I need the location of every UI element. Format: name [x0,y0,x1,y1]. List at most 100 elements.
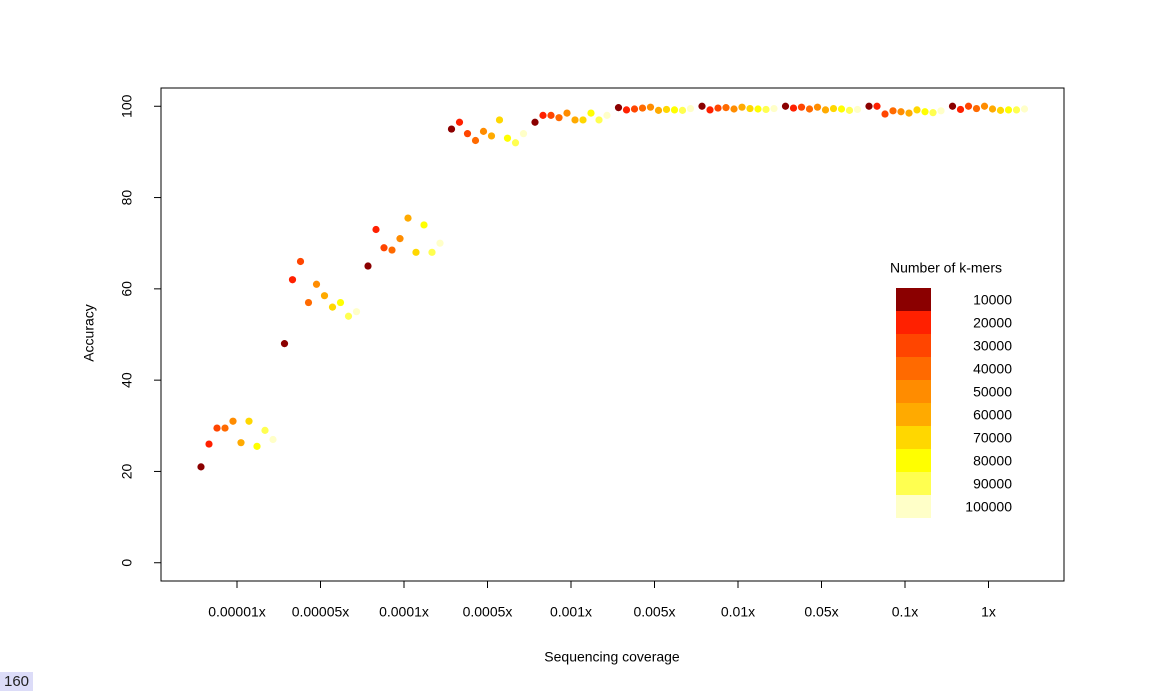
point [587,109,595,117]
point [929,109,937,117]
point [897,108,905,116]
point [948,102,957,110]
point [320,292,329,300]
point [789,104,798,112]
point [770,104,778,113]
point [996,106,1005,114]
y-tick-label: 60 [119,281,135,297]
point [531,118,539,126]
point [280,340,289,348]
point [853,105,862,114]
legend-swatch [896,426,931,449]
point [980,102,989,110]
point [730,105,738,113]
point [706,106,714,114]
point [304,298,313,307]
point [428,248,436,256]
point [913,106,921,114]
legend-title: Number of k-mers [890,260,1002,276]
point [662,105,671,114]
point [495,116,504,124]
point [630,105,639,113]
point [670,106,679,114]
point [964,102,973,110]
legend-label: 90000 [973,476,1012,492]
point [364,262,372,270]
point [519,130,528,138]
point [638,104,647,112]
x-tick-label: 0.0001x [379,604,429,620]
point [412,248,420,256]
point [889,107,897,115]
legend-label: 20000 [973,315,1012,331]
point [571,116,579,124]
point [873,102,881,110]
legend-swatch [896,472,931,495]
x-tick-label: 0.1x [892,604,918,620]
legend-swatch [896,449,931,472]
y-tick-label: 80 [119,190,135,206]
legend-label: 10000 [973,292,1012,308]
point [372,225,380,234]
point [921,108,929,116]
point [463,130,472,138]
point [646,103,655,111]
legend-label: 30000 [973,338,1012,354]
point [269,435,277,444]
point [205,440,213,448]
legend-swatch [896,380,931,403]
legend-swatch [896,334,931,357]
point [237,439,245,447]
point [296,257,305,266]
point [197,463,205,471]
point [686,104,695,113]
legend-label: 70000 [973,430,1012,446]
legend-label: 80000 [973,453,1012,469]
point [746,104,754,113]
legend-label: 100000 [965,499,1012,515]
point [837,105,846,113]
point [229,417,237,425]
point [336,298,345,307]
point [420,221,428,229]
point [845,106,854,114]
point [455,118,464,126]
point [547,111,555,119]
point [579,116,587,124]
y-tick-label: 40 [119,372,135,388]
point [471,136,480,145]
point [754,105,762,113]
point [603,111,611,119]
x-tick-label: 0.005x [633,604,675,620]
legend-label: 50000 [973,384,1012,400]
point [555,114,563,122]
point [245,417,253,425]
point [714,104,722,112]
point [213,424,221,432]
x-tick-label: 1x [981,604,996,620]
x-tick-label: 0.001x [550,604,592,620]
point [698,102,706,110]
legend-swatch [896,311,931,334]
point [344,312,353,320]
point [614,104,623,112]
point [380,244,388,252]
point [1012,106,1021,114]
point [539,111,547,119]
point [956,105,965,114]
legend-swatch [896,357,931,380]
x-tick-label: 0.0005x [463,604,513,620]
x-tick-label: 0.00001x [208,604,266,620]
page-number: 160 [0,672,34,691]
legend-label: 60000 [973,407,1012,423]
point [905,109,913,117]
point [487,132,496,140]
point [436,239,444,247]
point [221,424,229,432]
point [797,103,806,111]
point [388,246,396,254]
point [1020,105,1029,113]
point [678,106,687,114]
point [253,442,261,450]
